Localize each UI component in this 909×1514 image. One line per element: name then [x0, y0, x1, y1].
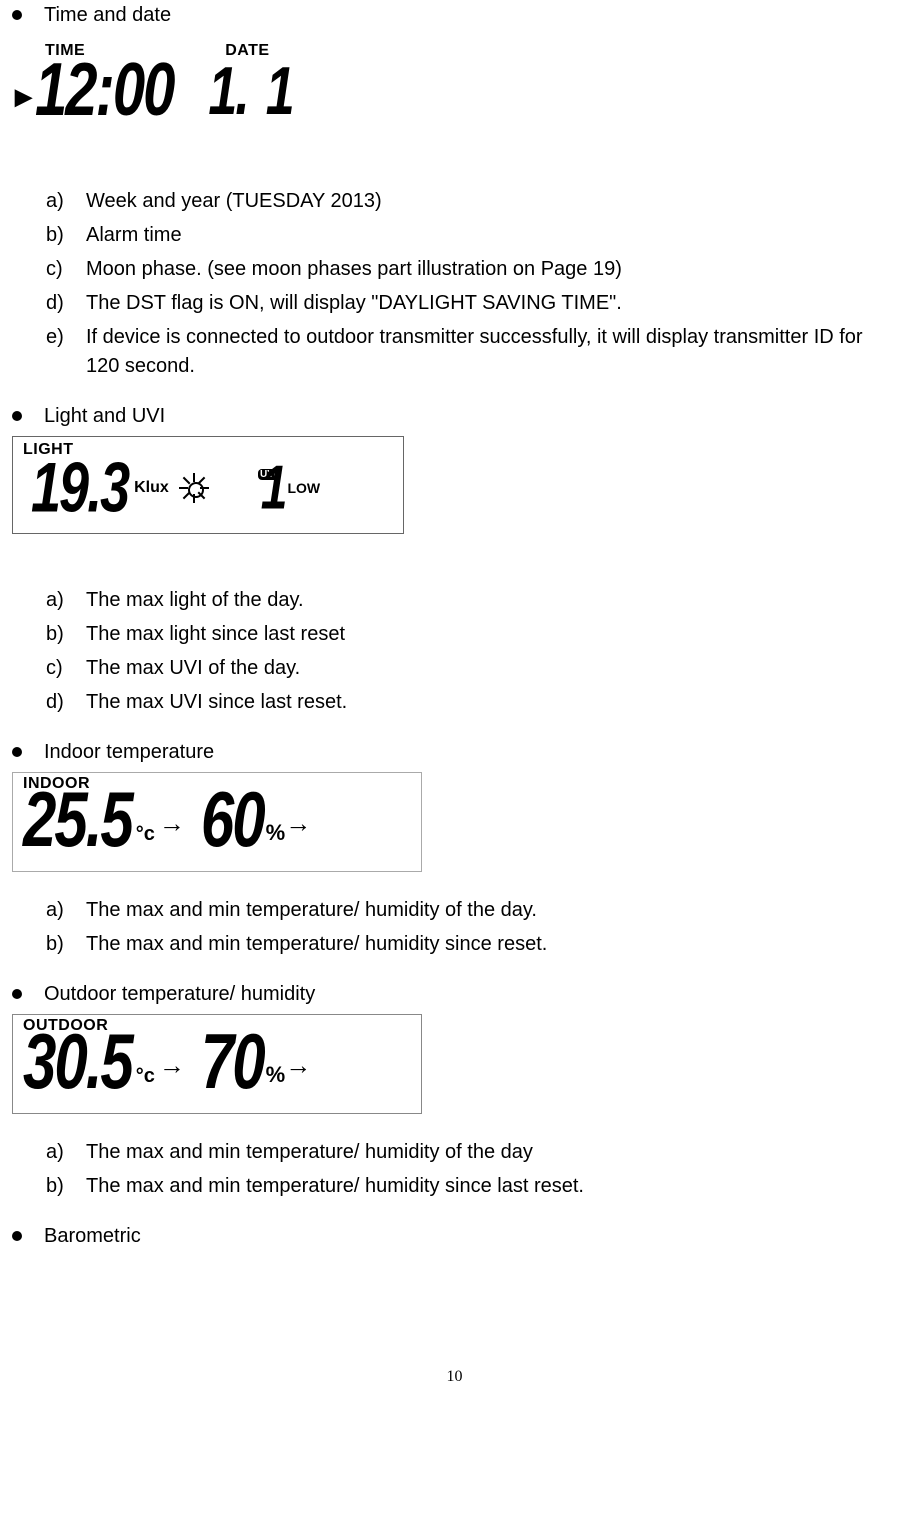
item-letter: a) [46, 896, 76, 925]
bullet-icon [12, 1231, 22, 1241]
bullet-icon [12, 747, 22, 757]
heading-text: Indoor temperature [44, 741, 214, 764]
bullet-icon [12, 10, 22, 20]
time-sublist: a)Week and year (TUESDAY 2013) b)Alarm t… [46, 187, 897, 381]
humidity-unit: % [266, 820, 286, 846]
item-letter: d) [46, 688, 76, 717]
item-text: The max UVI since last reset. [76, 688, 347, 717]
temp-unit: °c [136, 1065, 155, 1088]
item-letter: b) [46, 221, 76, 250]
page-content: Time and date ▶ TIME DATE 12:00 1. 1 a)W… [0, 4, 909, 1426]
list-item: d)The DST flag is ON, will display "DAYL… [46, 289, 897, 318]
temp-unit: °c [136, 823, 155, 846]
item-letter: b) [46, 1172, 76, 1201]
list-item: a)Week and year (TUESDAY 2013) [46, 187, 897, 216]
heading-text: Light and UVI [44, 405, 165, 428]
list-item: e)If device is connected to outdoor tran… [46, 323, 897, 381]
item-text: The max and min temperature/ humidity si… [76, 930, 547, 959]
lcd-indoor: INDOOR 25.5 °c → 60 % → [12, 772, 422, 872]
section-heading-barometric: Barometric [12, 1225, 897, 1248]
section-heading-indoor: Indoor temperature [12, 741, 897, 764]
page-number: 10 [12, 1368, 897, 1386]
section-heading-time: Time and date [12, 4, 897, 27]
lcd-light-value: 19.3 [31, 448, 128, 529]
lcd-outdoor-humidity: 70 [201, 1017, 264, 1107]
list-item: a) The max light of the day. [46, 586, 897, 615]
item-text: The max and min temperature/ humidity of… [76, 896, 537, 925]
item-text: If device is connected to outdoor transm… [76, 323, 897, 381]
section-heading-light: Light and UVI [12, 405, 897, 428]
lcd-light-uvi: LIGHT 19.3 Klux UVI 1 LOW [12, 436, 404, 534]
item-letter: c) [46, 255, 76, 284]
item-letter: d) [46, 289, 76, 318]
lcd-light-unit: Klux [134, 479, 169, 497]
list-item: c) The max UVI of the day. [46, 654, 897, 683]
list-item: a)The max and min temperature/ humidity … [46, 896, 897, 925]
item-letter: c) [46, 654, 76, 683]
item-text: The max and min temperature/ humidity of… [76, 1138, 533, 1167]
list-item: b)The max and min temperature/ humidity … [46, 1172, 897, 1201]
lcd-indoor-temp: 25.5 [23, 775, 132, 865]
lcd-uvi-value: 1 [261, 452, 286, 524]
lcd-date-day: 1 [266, 53, 293, 131]
list-item: a)The max and min temperature/ humidity … [46, 1138, 897, 1167]
indoor-sublist: a)The max and min temperature/ humidity … [46, 896, 897, 959]
item-text: The max light of the day. [76, 586, 304, 615]
lcd-time-value: 12:00 [35, 46, 173, 133]
bullet-icon [12, 411, 22, 421]
item-text: Week and year (TUESDAY 2013) [76, 187, 382, 216]
item-text: The max light since last reset [76, 620, 345, 649]
selection-arrow-icon: ▶ [15, 84, 32, 110]
heading-text: Time and date [44, 4, 171, 27]
item-text: Alarm time [76, 221, 182, 250]
outdoor-sublist: a)The max and min temperature/ humidity … [46, 1138, 897, 1201]
list-item: b)The max and min temperature/ humidity … [46, 930, 897, 959]
trend-arrow-icon: → [285, 808, 311, 839]
humidity-unit: % [266, 1062, 286, 1088]
lcd-outdoor: OUTDOOR 30.5 °c → 70 % → [12, 1014, 422, 1114]
lcd-indoor-humidity: 60 [201, 775, 264, 865]
lcd-outdoor-temp: 30.5 [23, 1017, 132, 1107]
lcd-uvi-level: LOW [287, 480, 320, 496]
trend-arrow-icon: → [159, 1050, 185, 1081]
list-item: d) The max UVI since last reset. [46, 688, 897, 717]
list-item: b) The max light since last reset [46, 620, 897, 649]
trend-arrow-icon: → [285, 1050, 311, 1081]
list-item: c)Moon phase. (see moon phases part illu… [46, 255, 897, 284]
item-letter: e) [46, 323, 76, 352]
trend-arrow-icon: → [159, 808, 185, 839]
lcd-date-month: 1. [208, 53, 247, 131]
list-item: b)Alarm time [46, 221, 897, 250]
heading-text: Outdoor temperature/ humidity [44, 983, 315, 1006]
item-text: The max and min temperature/ humidity si… [76, 1172, 584, 1201]
lcd-time-date: ▶ TIME DATE 12:00 1. 1 [12, 35, 396, 135]
item-text: The max UVI of the day. [76, 654, 300, 683]
item-letter: b) [46, 620, 76, 649]
heading-text: Barometric [44, 1225, 141, 1248]
item-text: The DST flag is ON, will display "DAYLIG… [76, 289, 622, 318]
item-text: Moon phase. (see moon phases part illust… [76, 255, 622, 284]
item-letter: a) [46, 1138, 76, 1167]
section-heading-outdoor: Outdoor temperature/ humidity [12, 983, 897, 1006]
item-letter: a) [46, 586, 76, 615]
bullet-icon [12, 989, 22, 999]
light-sublist: a) The max light of the day. b) The max … [46, 586, 897, 717]
sun-icon [179, 473, 209, 503]
item-letter: b) [46, 930, 76, 959]
item-letter: a) [46, 187, 76, 216]
